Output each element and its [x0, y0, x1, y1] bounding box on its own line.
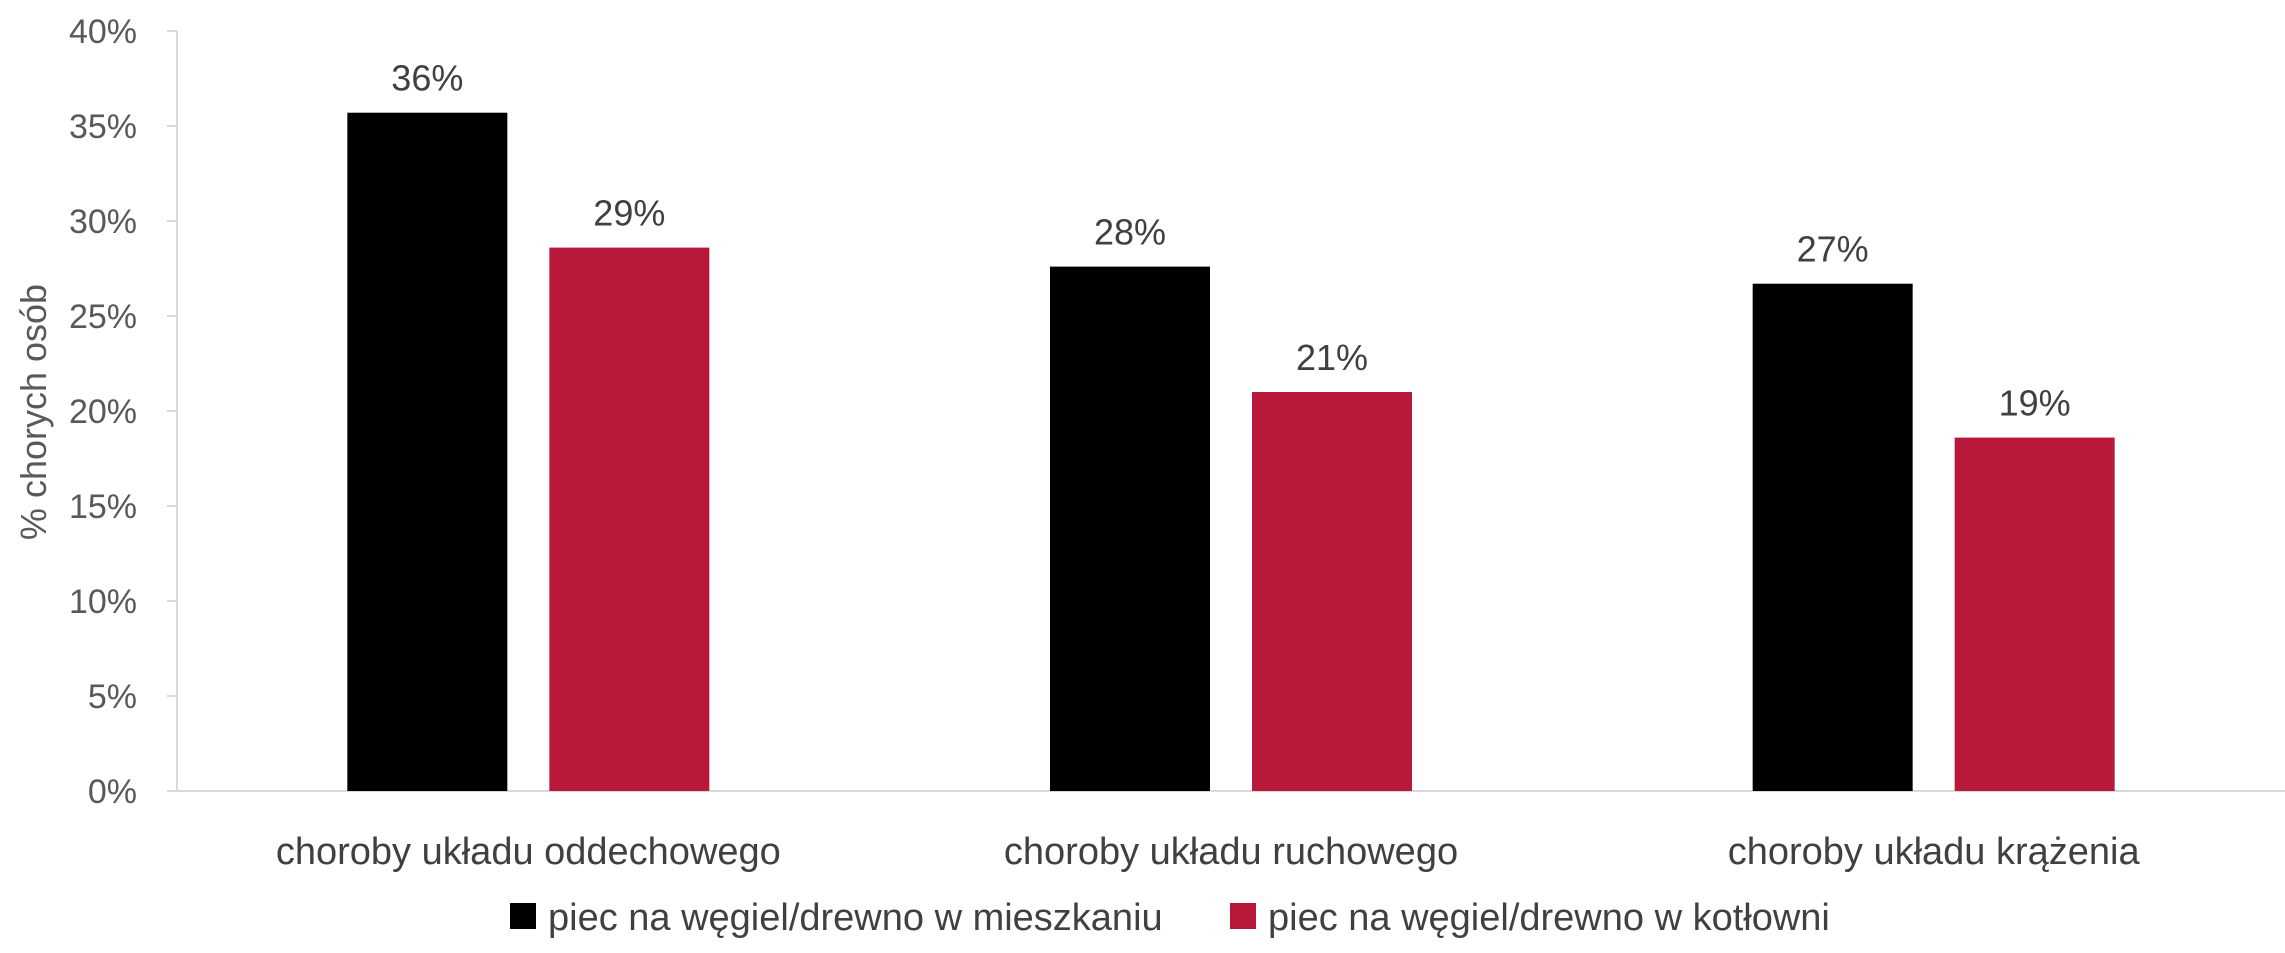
bar-value-label: 28%	[1094, 212, 1166, 253]
y-tick-label: 35%	[69, 108, 137, 146]
bar	[1954, 437, 2115, 791]
bar-value-label: 29%	[593, 193, 665, 234]
category-label: choroby układu ruchowego	[1004, 831, 1458, 873]
category-label: choroby układu oddechowego	[276, 831, 781, 873]
y-tick-label: 20%	[69, 393, 137, 431]
bars	[347, 112, 2115, 792]
bar-value-label: 19%	[1999, 383, 2071, 424]
bar	[549, 247, 710, 792]
y-tick-label: 30%	[69, 203, 137, 241]
data-labels: 36% 29% 28% 21% 27% 19%	[391, 58, 2070, 424]
bar	[1050, 266, 1210, 792]
category-label: choroby układu krążenia	[1728, 831, 2141, 873]
legend-swatch	[1230, 903, 1256, 929]
legend-swatch	[510, 903, 536, 929]
y-axis-title: % chorych osób	[13, 284, 54, 540]
bar-value-label: 21%	[1296, 337, 1368, 378]
y-tick-label: 25%	[69, 298, 137, 336]
y-tick-label: 10%	[69, 583, 137, 621]
y-tick-label: 5%	[88, 678, 137, 716]
y-tick-label: 15%	[69, 488, 137, 526]
y-tick-label: 0%	[88, 773, 137, 811]
legend: piec na węgiel/drewno w mieszkaniu piec n…	[510, 897, 1830, 939]
bar	[1252, 392, 1412, 791]
bar	[1752, 283, 1913, 791]
bar	[347, 112, 508, 791]
bar-value-label: 27%	[1797, 229, 1869, 270]
legend-label: piec na węgiel/drewno w kotłowni	[1268, 897, 1830, 939]
category-labels: choroby układu oddechowego choroby układu…	[276, 831, 2141, 873]
y-tick-label: 40%	[69, 13, 137, 51]
legend-label: piec na węgiel/drewno w mieszkaniu	[548, 897, 1163, 939]
bar-value-label: 36%	[391, 58, 463, 99]
axes: 0% 5% 10% 15% 20% 25% 30% 35% 40%	[69, 13, 2285, 811]
